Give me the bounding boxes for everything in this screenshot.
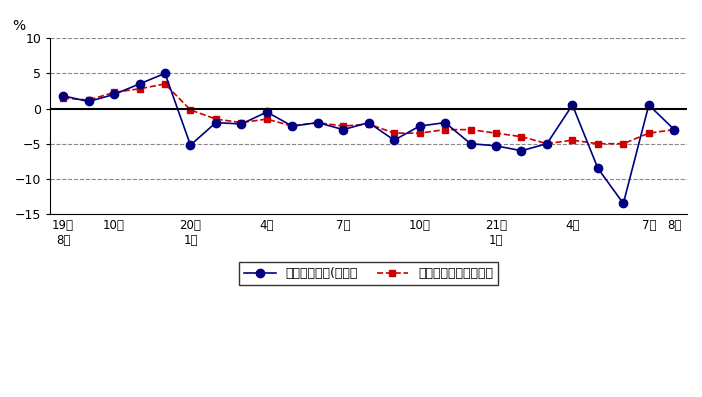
現金給与総額(名目） xyxy=(186,143,194,147)
きまって支給する給与 xyxy=(186,108,194,112)
きまって支給する給与 xyxy=(670,127,678,132)
きまって支給する給与 xyxy=(517,134,526,139)
きまって支給する給与 xyxy=(59,96,67,100)
現金給与総額(名目） xyxy=(492,143,501,148)
Text: %: % xyxy=(12,19,25,33)
Line: きまって支給する給与: きまって支給する給与 xyxy=(60,81,677,147)
きまって支給する給与 xyxy=(441,127,449,132)
現金給与総額(名目） xyxy=(619,201,628,206)
きまって支給する給与 xyxy=(263,117,271,121)
きまって支給する給与 xyxy=(339,124,347,129)
現金給与総額(名目） xyxy=(110,92,118,97)
きまって支給する給与 xyxy=(644,131,653,135)
現金給与総額(名目） xyxy=(59,93,67,98)
現金給与総額(名目） xyxy=(84,99,93,104)
現金給与総額(名目） xyxy=(161,71,169,76)
現金給与総額(名目） xyxy=(263,110,271,114)
Legend: 現金給与総額(名目）, きまって支給する給与: 現金給与総額(名目）, きまって支給する給与 xyxy=(239,262,498,285)
現金給与総額(名目） xyxy=(364,120,373,125)
現金給与総額(名目） xyxy=(517,148,526,153)
きまって支給する給与 xyxy=(161,81,169,86)
現金給与総額(名目） xyxy=(670,127,678,132)
現金給与総額(名目） xyxy=(135,81,144,86)
きまって支給する給与 xyxy=(84,98,93,102)
現金給与総額(名目） xyxy=(314,120,322,125)
きまって支給する給与 xyxy=(416,131,424,135)
現金給与総額(名目） xyxy=(339,127,347,132)
現金給与総額(名目） xyxy=(237,121,246,126)
きまって支給する給与 xyxy=(619,141,628,146)
Line: 現金給与総額(名目）: 現金給与総額(名目） xyxy=(59,69,678,208)
現金給与総額(名目） xyxy=(568,102,576,107)
現金給与総額(名目） xyxy=(594,166,602,171)
現金給与総額(名目） xyxy=(466,141,475,146)
きまって支給する給与 xyxy=(288,124,296,129)
現金給与総額(名目） xyxy=(390,138,398,143)
きまって支給する給与 xyxy=(594,141,602,146)
きまって支給する給与 xyxy=(110,90,118,95)
きまって支給する給与 xyxy=(543,141,551,146)
きまって支給する給与 xyxy=(390,131,398,135)
きまって支給する給与 xyxy=(568,138,576,143)
きまって支給する給与 xyxy=(237,120,246,125)
現金給与総額(名目） xyxy=(212,120,220,125)
きまって支給する給与 xyxy=(212,117,220,121)
きまって支給する給与 xyxy=(135,87,144,91)
きまって支給する給与 xyxy=(466,127,475,132)
現金給与総額(名目） xyxy=(441,120,449,125)
現金給与総額(名目） xyxy=(644,102,653,107)
現金給与総額(名目） xyxy=(288,124,296,129)
現金給与総額(名目） xyxy=(543,141,551,146)
きまって支給する給与 xyxy=(364,121,373,126)
現金給与総額(名目） xyxy=(416,124,424,129)
きまって支給する給与 xyxy=(492,131,501,135)
きまって支給する給与 xyxy=(314,120,322,125)
